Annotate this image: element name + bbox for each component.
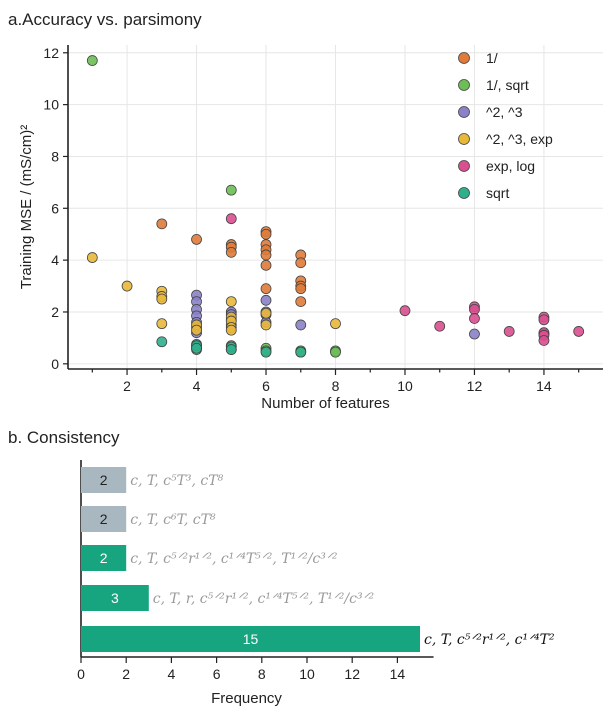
x-tick-label: 0 [77, 666, 85, 682]
x-tick-label: 4 [193, 378, 201, 394]
data-point [538, 314, 550, 326]
x-tick-label: 2 [122, 666, 130, 682]
legend-label: 1/, sqrt [486, 77, 529, 93]
x-tick-label: 4 [168, 666, 176, 682]
legend-label: exp, log [486, 158, 535, 174]
data-point [469, 328, 480, 340]
bar [81, 626, 420, 652]
bar-chart: 0 2 4 6 8 10 12 14 Frequency 2 2 2 3 15 c, T, c⁵T³, cT… [77, 460, 555, 707]
data-point [469, 313, 480, 324]
x-tick-label: 14 [536, 378, 552, 394]
y-tick-label: 4 [51, 252, 59, 268]
panel-a-title: a.Accuracy vs. parsimony [8, 10, 202, 29]
feature-set-label: c, T, c⁶T, cT⁸ [130, 512, 216, 528]
y-tick-label: 2 [51, 304, 59, 320]
data-point [225, 246, 237, 258]
feature-set-label: c, T, c⁵ᐟ²r¹ᐟ², c¹ᐟ⁴T² [424, 632, 555, 648]
y-tick-label: 0 [51, 356, 59, 372]
legend-marker [458, 79, 470, 91]
data-point [295, 257, 307, 269]
x-axis-label: Frequency [211, 690, 282, 707]
data-point [573, 326, 585, 337]
data-point [191, 342, 202, 354]
bar [81, 585, 149, 611]
bar [81, 545, 127, 571]
data-point [260, 294, 272, 306]
data-point [225, 344, 237, 355]
legend-marker [458, 133, 470, 145]
data-point [330, 346, 341, 358]
x-axis-label: Number of features [261, 395, 389, 412]
data-point [225, 324, 237, 336]
data-point [156, 318, 168, 330]
x-tick-label: 12 [467, 378, 483, 394]
data-point [260, 283, 272, 295]
data-point [295, 283, 307, 295]
data-point [260, 307, 272, 319]
data-point [399, 305, 411, 317]
data-point [260, 319, 272, 331]
x-tick-label: 8 [332, 378, 340, 394]
legend-label: 1/ [486, 50, 498, 66]
data-point [191, 324, 202, 336]
data-point [260, 249, 272, 261]
bar [81, 506, 127, 532]
x-tick-label: 6 [262, 378, 270, 394]
feature-set-label: c, T, c⁵T³, cT⁸ [130, 473, 223, 489]
x-tick-label: 12 [344, 666, 360, 682]
bar-value-label: 15 [243, 631, 259, 647]
legend-label: ^2, ^3 [486, 104, 523, 120]
y-tick-label: 8 [51, 148, 59, 164]
x-tick-label: 6 [213, 666, 221, 682]
x-tick-label: 10 [299, 666, 315, 682]
data-point [86, 55, 98, 66]
data-point [156, 293, 168, 305]
bar-value-label: 2 [100, 472, 108, 488]
data-point [295, 319, 307, 331]
y-tick-label: 12 [43, 45, 59, 61]
data-point [86, 252, 98, 263]
x-tick-label: 2 [123, 378, 131, 394]
feature-set-label: c, T, c⁵ᐟ²r¹ᐟ², c¹ᐟ⁴T⁵ᐟ², T¹ᐟ²/c³ᐟ² [130, 551, 338, 567]
x-tick-label: 8 [258, 666, 266, 682]
legend-marker [458, 160, 470, 172]
data-point [191, 233, 202, 245]
data-point [538, 335, 550, 346]
legend-label: sqrt [486, 185, 509, 201]
bar-value-label: 2 [100, 511, 108, 527]
legend-label: ^2, ^3, exp [486, 131, 553, 147]
data-point [260, 228, 272, 240]
data-point [295, 296, 307, 308]
data-point [260, 346, 272, 358]
bar-value-label: 3 [111, 590, 119, 606]
data-point [225, 184, 237, 196]
data-point [156, 336, 168, 348]
data-point [225, 213, 237, 225]
bar [81, 467, 127, 493]
y-tick-label: 6 [51, 200, 59, 216]
data-point [121, 280, 133, 292]
feature-set-label: c, T, r, c⁵ᐟ²r¹ᐟ², c¹ᐟ⁴T⁵ᐟ², T¹ᐟ²/c³ᐟ² [153, 591, 375, 607]
legend-marker [458, 187, 470, 199]
legend-marker [458, 52, 470, 64]
data-point [156, 218, 168, 230]
data-point [330, 318, 341, 330]
scatter-plot: 0 2 4 6 8 10 12 2 4 6 8 10 12 14 Number of features Tra… [18, 45, 603, 412]
data-point [295, 346, 307, 358]
data-point [469, 303, 480, 315]
y-axis-label: Training MSE / (mS/cm)² [18, 125, 35, 289]
x-tick-label: 14 [390, 666, 406, 682]
data-point [434, 320, 446, 332]
panel-b-title: b. Consistency [8, 428, 120, 447]
data-point [503, 326, 515, 337]
data-point [225, 296, 237, 308]
y-tick-label: 10 [43, 97, 59, 113]
legend-marker [458, 106, 470, 118]
x-tick-label: 10 [397, 378, 413, 394]
data-point [260, 259, 272, 271]
bar-value-label: 2 [100, 550, 108, 566]
